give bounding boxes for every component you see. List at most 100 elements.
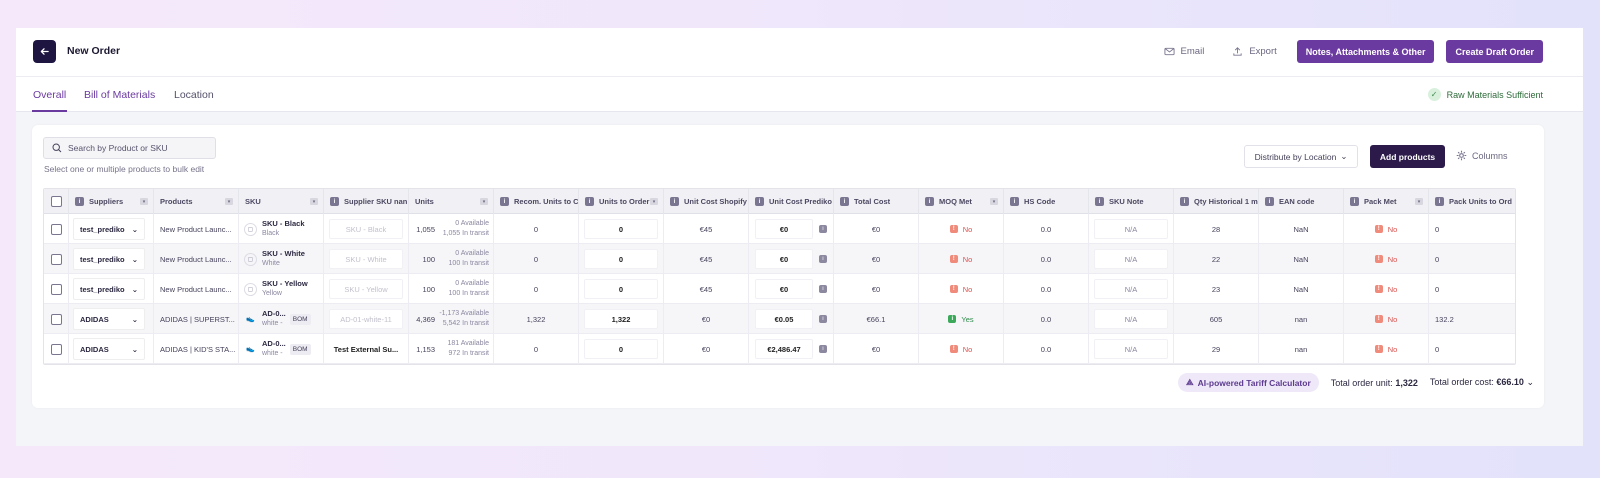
cell: 0 (494, 334, 579, 364)
units-to-order-input[interactable]: 0 (584, 279, 658, 299)
sku-note-input[interactable]: N/A (1094, 279, 1168, 299)
cell: 0 (579, 214, 664, 244)
search-input[interactable]: Search by Product or SKU (43, 137, 216, 159)
supplier-select[interactable]: ADIDAS ⌄ (73, 308, 145, 330)
table-row[interactable]: ADIDAS ⌄ ADIDAS | KID'S STA... 👟 AD-0... whit… (44, 334, 1515, 364)
tab-overall[interactable]: Overall (33, 89, 67, 101)
col-header-unit-cost-prediko[interactable]: i Unit Cost Prediko (749, 189, 834, 214)
notes-attachments-button[interactable]: Notes, Attachments & Other (1296, 40, 1435, 63)
sku-name: AD-0... (262, 339, 286, 348)
cell: 0 (494, 214, 579, 244)
row-checkbox[interactable] (50, 283, 62, 295)
col-header-units[interactable]: Units ▾ (409, 189, 494, 214)
supplier-select[interactable]: test_prediko ⌄ (73, 278, 145, 300)
col-label: Units (415, 197, 434, 206)
col-header-qty-historical[interactable]: i Qty Historical 1 m (1174, 189, 1259, 214)
product-name[interactable]: ADIDAS | KID'S STA... (160, 344, 236, 354)
col-header-suppliers[interactable]: i Suppliers ▾ (69, 189, 154, 214)
col-header-hs-code[interactable]: i HS Code (1004, 189, 1089, 214)
back-button[interactable] (33, 40, 56, 63)
col-header-sku-note[interactable]: i SKU Note (1089, 189, 1174, 214)
sku-note-input[interactable]: N/A (1094, 249, 1168, 269)
sort-icon[interactable]: ▾ (1415, 198, 1423, 205)
table-row[interactable]: test_prediko ⌄ New Product Launc... ▢ SKU - … (44, 214, 1515, 244)
col-header-total-cost[interactable]: i Total Cost (834, 189, 919, 214)
distribute-select[interactable]: Distribute by Location ⌄ (1244, 145, 1358, 168)
unit-cost-prediko-input[interactable]: €0.05 (755, 309, 813, 329)
sort-icon[interactable]: ▾ (990, 198, 998, 205)
units-to-order-input[interactable]: 0 (584, 249, 658, 269)
col-header-moq-met[interactable]: i MOQ Met ▾ (919, 189, 1004, 214)
unit-cost-shopify: €0 (701, 344, 711, 354)
sku-note-input[interactable]: N/A (1094, 219, 1168, 239)
sort-icon[interactable]: ▾ (310, 198, 318, 205)
units-to-order-input[interactable]: 1,322 (584, 309, 658, 329)
row-checkbox[interactable] (50, 223, 62, 235)
col-header-units-to-order[interactable]: i Units to Order ▾ (579, 189, 664, 214)
status-no: ! No (949, 285, 972, 294)
supplier-select[interactable]: test_prediko ⌄ (73, 248, 145, 270)
unit-cost-prediko-input[interactable]: €0 (755, 249, 813, 269)
col-header-supplier-sku[interactable]: i Supplier SKU nan (324, 189, 409, 214)
select-all-checkbox[interactable] (50, 196, 62, 207)
tab-bill-of-materials[interactable]: Bill of Materials (84, 89, 156, 101)
col-header-pack-met[interactable]: i Pack Met ▾ (1344, 189, 1429, 214)
cell: 4,369 -1,173 Available 5,542 In transit (409, 304, 494, 334)
table-row[interactable]: test_prediko ⌄ New Product Launc... ▢ SKU - … (44, 244, 1515, 274)
email-button[interactable]: Email (1156, 40, 1213, 63)
product-name[interactable]: New Product Launc... (160, 224, 232, 234)
product-name[interactable]: New Product Launc... (160, 284, 232, 294)
col-header-ean-code[interactable]: i EAN code (1259, 189, 1344, 214)
supplier-sku-input[interactable]: AD-01-white-11 (329, 309, 403, 329)
units-to-order-input[interactable]: 0 (584, 339, 658, 359)
tab-location[interactable]: Location (174, 89, 214, 101)
info-icon[interactable]: i (819, 255, 827, 263)
supplier-sku-input[interactable]: SKU - Yellow (329, 279, 403, 299)
export-button[interactable]: Export (1224, 40, 1284, 63)
col-header-pack-units[interactable]: i Pack Units to Ord (1429, 189, 1515, 214)
sort-icon[interactable]: ▾ (140, 198, 148, 205)
col-header-recom-units[interactable]: i Recom. Units to C (494, 189, 579, 214)
sort-icon[interactable]: ▾ (480, 198, 488, 205)
row-checkbox[interactable] (50, 253, 62, 265)
sku-note-input[interactable]: N/A (1094, 339, 1168, 359)
row-checkbox[interactable] (50, 343, 62, 355)
info-icon[interactable]: i (819, 315, 827, 323)
unit-cost-prediko-input[interactable]: €2,486.47 (755, 339, 813, 359)
table-row[interactable]: ADIDAS ⌄ ADIDAS | SUPERST... 👟 AD-0... white … (44, 304, 1515, 334)
info-icon[interactable]: i (819, 225, 827, 233)
supplier-sku-input[interactable]: SKU - White (329, 249, 403, 269)
cell: €66.1 (834, 304, 919, 334)
info-icon[interactable]: i (819, 345, 827, 353)
unit-cost-prediko-input[interactable]: €0 (755, 219, 813, 239)
supplier-select[interactable]: ADIDAS ⌄ (73, 338, 145, 360)
table-row[interactable]: test_prediko ⌄ New Product Launc... ▢ SKU - … (44, 274, 1515, 304)
sku-variant: Yellow (262, 290, 282, 297)
units-to-order-input[interactable]: 0 (584, 219, 658, 239)
product-name[interactable]: New Product Launc... (160, 254, 232, 264)
sort-icon[interactable]: ▾ (225, 198, 233, 205)
supplier-sku-input[interactable]: SKU - Black (329, 219, 403, 239)
col-label: Unit Cost Prediko (769, 197, 832, 206)
add-products-button[interactable]: Add products (1370, 145, 1445, 168)
info-icon: i (585, 197, 594, 206)
col-header-sku[interactable]: SKU ▾ (239, 189, 324, 214)
total-order-cost[interactable]: Total order cost: €66.10 ⌄ (1430, 377, 1534, 388)
ai-tariff-calculator-button[interactable]: ⟁ AI-powered Tariff Calculator (1177, 373, 1319, 392)
sort-icon[interactable]: ▾ (650, 198, 658, 205)
hs-code-value: 0.0 (1040, 344, 1052, 354)
create-draft-order-button[interactable]: Create Draft Order (1446, 40, 1543, 63)
cell: ! No (919, 334, 1004, 364)
supplier-sku-input[interactable]: Test External Su... (333, 344, 399, 354)
row-checkbox[interactable] (50, 313, 62, 325)
col-header-products[interactable]: Products ▾ (154, 189, 239, 214)
columns-button[interactable]: Columns (1456, 150, 1508, 161)
info-icon[interactable]: i (819, 285, 827, 293)
sku-note-input[interactable]: N/A (1094, 309, 1168, 329)
product-name[interactable]: ADIDAS | SUPERST... (160, 314, 235, 324)
unit-cost-prediko-input[interactable]: €0 (755, 279, 813, 299)
col-header-unit-cost-shopify[interactable]: i Unit Cost Shopify (664, 189, 749, 214)
info-icon: i (670, 197, 679, 206)
status-label: No (1387, 254, 1398, 264)
supplier-select[interactable]: test_prediko ⌄ (73, 218, 145, 240)
